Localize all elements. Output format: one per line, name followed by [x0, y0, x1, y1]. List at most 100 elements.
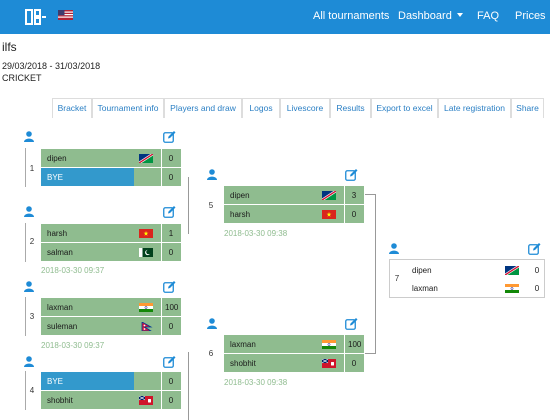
edit-icon[interactable] [163, 205, 176, 218]
nepal-flag-icon [141, 322, 152, 331]
player-name: suleman [47, 322, 78, 331]
player-row[interactable]: harsh 1 [41, 224, 181, 242]
india-flag-icon [139, 303, 153, 312]
player-name: dipen [230, 191, 250, 200]
player-name: harsh [47, 229, 68, 238]
match-time: 2018-03-30 09:38 [224, 378, 288, 387]
pakistan-flag-icon [139, 248, 153, 257]
tab-late-registration[interactable]: Late registration [438, 98, 511, 118]
player-row[interactable]: dipen 0 [407, 261, 544, 279]
player-name: dipen [47, 154, 67, 163]
bye-fill [134, 372, 161, 390]
player-name: shobhit [47, 396, 73, 405]
player-name: dipen [412, 266, 432, 275]
user-icon [389, 243, 399, 254]
player-score: 100 [348, 340, 362, 349]
player-row[interactable]: harsh 0 [224, 205, 364, 223]
player-score: 0 [351, 359, 357, 368]
score-divider [161, 168, 162, 186]
match-number: 2 [29, 237, 35, 246]
tab-tournament-info[interactable]: Tournament info [92, 98, 164, 118]
match-border [25, 297, 26, 336]
player-row[interactable]: dipen 3 [224, 186, 364, 204]
player-score: 0 [168, 173, 174, 182]
bracket-connector [365, 353, 375, 354]
edit-icon[interactable] [528, 242, 541, 255]
edit-icon[interactable] [163, 130, 176, 143]
match-border [25, 148, 26, 187]
edit-icon[interactable] [163, 355, 176, 368]
player-score: 0 [168, 377, 174, 386]
match-border [25, 371, 26, 410]
tournament-sport: CRICKET [2, 73, 42, 83]
bracket-connector [188, 177, 189, 234]
player-score: 0 [534, 284, 540, 293]
edit-icon[interactable] [345, 168, 358, 181]
vietnam-flag-icon [322, 210, 336, 219]
bracket-connector [375, 194, 376, 354]
player-row[interactable]: laxman 0 [407, 279, 544, 297]
edit-icon[interactable] [163, 280, 176, 293]
match-number: 6 [208, 349, 214, 358]
user-icon [24, 281, 34, 292]
bermuda-flag-icon [322, 359, 336, 368]
namibia-flag-icon [139, 154, 153, 163]
match-time: 2018-03-30 09:37 [41, 266, 105, 275]
match-number: 5 [208, 201, 214, 210]
match-number: 1 [29, 164, 35, 173]
tournament-dates: 29/03/2018 - 31/03/2018 [2, 61, 101, 71]
edit-icon[interactable] [345, 317, 358, 330]
india-flag-icon [505, 284, 519, 293]
top-navbar: All tournaments Dashboard FAQ Prices [0, 0, 550, 34]
nav-prices[interactable]: Prices [515, 10, 546, 22]
tab-livescore[interactable]: Livescore [280, 98, 330, 118]
us-flag-icon[interactable] [58, 10, 73, 20]
nav-all-tournaments[interactable]: All tournaments [313, 10, 390, 22]
player-name: shobhit [230, 359, 256, 368]
player-row[interactable]: suleman 0 [41, 317, 181, 335]
tab-players-and-draw[interactable]: Players and draw [164, 98, 242, 118]
tab-export-to-excel[interactable]: Export to excel [371, 98, 438, 118]
namibia-flag-icon [322, 191, 336, 200]
player-row[interactable]: laxman 100 [41, 298, 181, 316]
page-title: ilfs [2, 40, 17, 54]
player-name: BYE [47, 173, 64, 182]
tab-bracket[interactable]: Bracket [52, 98, 92, 118]
player-name: laxman [47, 303, 73, 312]
user-icon [207, 169, 217, 180]
nav-dashboard[interactable]: Dashboard [398, 10, 463, 22]
player-row-bye[interactable]: BYE 0 [41, 168, 181, 186]
player-row[interactable]: shobhit 0 [224, 354, 364, 372]
tab-results[interactable]: Results [330, 98, 371, 118]
nav-faq[interactable]: FAQ [477, 10, 500, 22]
player-score: 0 [534, 266, 540, 275]
score-divider [344, 186, 345, 204]
player-name: laxman [412, 284, 438, 293]
player-row[interactable]: shobhit 0 [41, 391, 181, 409]
user-icon [24, 206, 34, 217]
player-row[interactable]: laxman 100 [224, 335, 364, 353]
bracket-connector [188, 352, 189, 420]
user-icon [207, 318, 217, 329]
match-time: 2018-03-30 09:38 [224, 229, 288, 238]
player-name: laxman [230, 340, 256, 349]
tab-share[interactable]: Share [511, 98, 544, 118]
player-row[interactable]: dipen 0 [41, 149, 181, 167]
player-name: BYE [47, 377, 64, 386]
caret-down-icon [456, 13, 463, 17]
score-divider [161, 224, 162, 242]
brand-logo-icon[interactable] [25, 7, 47, 27]
player-row[interactable]: salman 0 [41, 243, 181, 261]
score-divider [161, 317, 162, 335]
bye-fill [162, 372, 181, 390]
player-name: salman [47, 248, 73, 257]
player-score: 1 [168, 229, 174, 238]
bye-fill [134, 168, 161, 186]
score-divider [161, 372, 162, 390]
user-icon [24, 356, 34, 367]
namibia-flag-icon [505, 266, 519, 275]
india-flag-icon [322, 340, 336, 349]
match-number: 4 [29, 386, 35, 395]
tab-logos[interactable]: Logos [242, 98, 280, 118]
player-row-bye[interactable]: BYE 0 [41, 372, 181, 390]
